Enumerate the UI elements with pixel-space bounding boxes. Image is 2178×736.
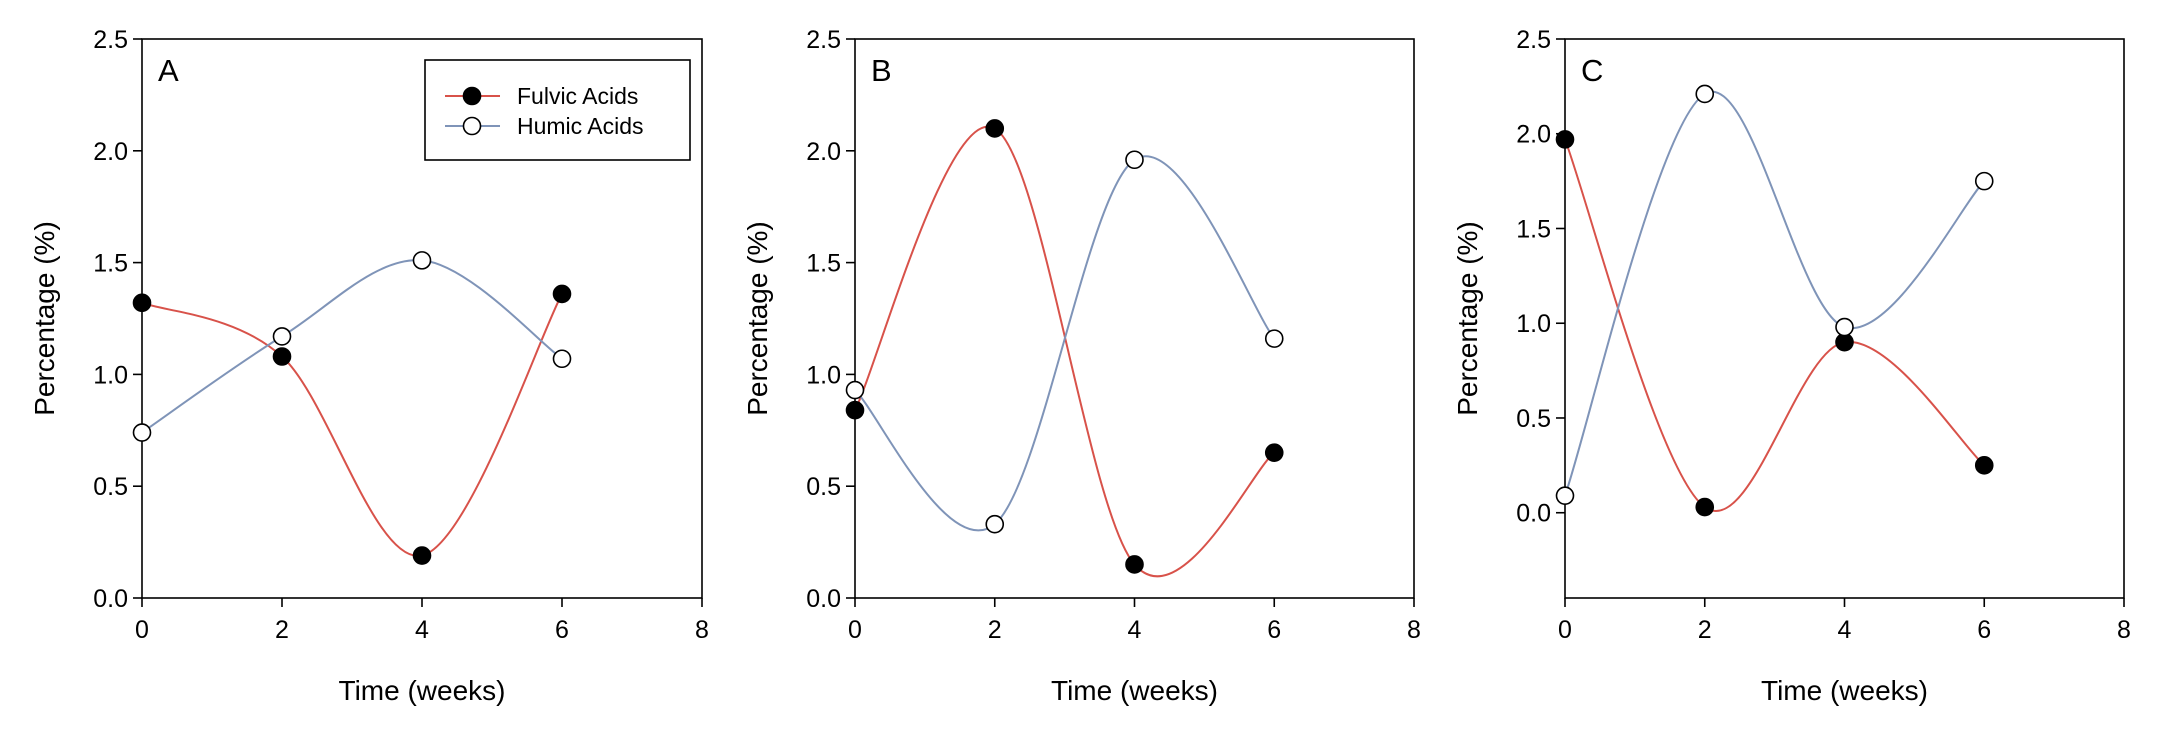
x-tick-label: 6 — [555, 616, 569, 644]
y-tick-label: 0.0 — [93, 585, 128, 613]
y-axis-title: Percentage (%) — [742, 221, 773, 416]
fulvic-point — [552, 284, 572, 304]
panel-label: A — [158, 53, 179, 88]
fulvic-point — [132, 293, 152, 313]
y-tick-label: 2.0 — [1516, 121, 1551, 149]
humic-point — [272, 327, 292, 346]
x-tick-label: 6 — [1267, 616, 1281, 644]
y-axis-title: Percentage (%) — [29, 221, 60, 416]
x-tick-label: 8 — [1407, 616, 1421, 644]
humic-point — [1125, 150, 1144, 170]
legend-marker — [462, 116, 482, 136]
x-tick-label: 8 — [695, 616, 709, 644]
x-tick-label: 2 — [1698, 616, 1712, 644]
humic-point — [985, 514, 1005, 534]
humic-point — [1695, 84, 1715, 104]
humic-point — [1974, 171, 1994, 191]
panel-c: 0 2 4 6 8 0.0 0.5 1.0 1.5 2.0 2.5 Time (weeks) Perce… — [1452, 26, 2131, 706]
panel-label: C — [1581, 53, 1603, 88]
x-tick-label: 0 — [848, 616, 862, 644]
panel-a: 0 2 4 6 8 0.0 0.5 1.0 1.5 2.0 2.5 Time (weeks) Perce… — [29, 26, 709, 706]
x-axis-title: Time (weeks) — [1761, 675, 1928, 706]
y-tick-label: 0.5 — [1516, 405, 1551, 433]
y-tick-label: 2.0 — [806, 138, 841, 166]
fulvic-point — [1264, 443, 1284, 462]
legend-box — [424, 59, 691, 161]
fulvic-point — [272, 347, 292, 366]
series-line-fulvic — [1565, 139, 1985, 512]
x-tick-label: 0 — [1558, 616, 1572, 644]
plot-frame — [854, 38, 1415, 599]
fulvic-point — [1125, 555, 1144, 574]
series-line-fulvic — [855, 125, 1275, 578]
y-tick-label: 1.5 — [806, 250, 841, 278]
fulvic-point — [1695, 497, 1715, 517]
y-tick-label: 0.5 — [93, 473, 128, 501]
y-tick-label: 2.0 — [93, 138, 128, 166]
humic-point — [412, 251, 432, 270]
y-tick-label: 1.0 — [93, 361, 128, 389]
humic-point — [132, 423, 152, 442]
fulvic-point — [1974, 456, 1994, 475]
x-tick-label: 4 — [1838, 616, 1852, 644]
x-tick-label: 2 — [275, 616, 289, 644]
x-tick-label: 4 — [1128, 616, 1142, 644]
x-tick-label: 4 — [415, 616, 429, 644]
legend-marker — [462, 86, 482, 106]
y-tick-label: 1.0 — [1516, 310, 1551, 338]
y-tick-label: 2.5 — [806, 26, 841, 54]
humic-point — [1264, 329, 1284, 348]
series-line-fulvic — [142, 293, 563, 557]
legend-label: Humic Acids — [517, 113, 644, 139]
humic-point — [845, 380, 865, 400]
panel-label: B — [871, 53, 892, 88]
legend-label: Fulvic Acids — [517, 83, 638, 109]
x-tick-label: 0 — [135, 616, 149, 644]
y-tick-label: 0.0 — [806, 585, 841, 613]
y-axis-title: Percentage (%) — [1452, 221, 1483, 416]
x-tick-label: 6 — [1977, 616, 1991, 644]
fulvic-point — [412, 546, 432, 565]
y-tick-label: 2.5 — [1516, 26, 1551, 54]
x-axis-title: Time (weeks) — [1051, 675, 1218, 706]
y-tick-label: 1.5 — [1516, 215, 1551, 243]
y-tick-label: 1.5 — [93, 250, 128, 278]
humic-point — [552, 349, 572, 369]
fulvic-point — [985, 119, 1005, 138]
fulvic-point — [1555, 130, 1575, 149]
x-axis-title: Time (weeks) — [339, 675, 506, 706]
series-line-humic — [1565, 90, 1985, 496]
x-tick-label: 2 — [988, 616, 1002, 644]
humic-point — [1555, 486, 1575, 505]
legend: Fulvic Acids Humic Acids — [424, 59, 691, 161]
humic-point — [1835, 317, 1854, 337]
fulvic-point — [845, 400, 865, 420]
y-tick-label: 0.5 — [806, 473, 841, 501]
series-line-humic — [855, 155, 1276, 532]
series-line-humic — [142, 259, 563, 434]
panel-b: 0 2 4 6 8 0.0 0.5 1.0 1.5 2.0 2.5 Time (weeks) Perce… — [742, 26, 1421, 706]
y-tick-label: 0.0 — [1516, 500, 1551, 528]
y-tick-label: 2.5 — [93, 26, 128, 54]
x-tick-label: 8 — [2117, 616, 2131, 644]
y-tick-label: 1.0 — [806, 361, 841, 389]
